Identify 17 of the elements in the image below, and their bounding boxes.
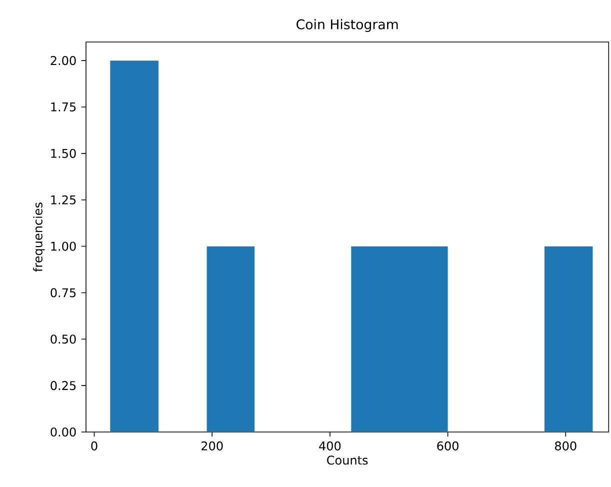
x-tick-label: 400 bbox=[319, 441, 341, 450]
x-tick-label: 800 bbox=[555, 441, 576, 450]
y-axis-title: frequencies bbox=[33, 202, 45, 272]
x-tick-label: 600 bbox=[437, 441, 458, 450]
y-tick-label: 1.00 bbox=[51, 242, 76, 251]
y-tick-label: 0.50 bbox=[50, 334, 76, 344]
y-tick-label: 0.75 bbox=[50, 288, 76, 298]
x-axis-title: Counts bbox=[327, 456, 368, 465]
y-tick-label: 1.25 bbox=[51, 195, 76, 204]
y-tick-label: 0.00 bbox=[50, 427, 76, 437]
x-tick-label: 200 bbox=[202, 441, 223, 450]
x-tick-label: 0 bbox=[91, 441, 98, 450]
y-tick-label: 1.75 bbox=[51, 102, 76, 112]
chart-title: Coin Histogram bbox=[296, 19, 398, 32]
y-tick-label: 0.25 bbox=[50, 381, 76, 390]
y-tick-label: 2.00 bbox=[50, 56, 76, 66]
y-tick-label: 1.50 bbox=[51, 148, 76, 158]
